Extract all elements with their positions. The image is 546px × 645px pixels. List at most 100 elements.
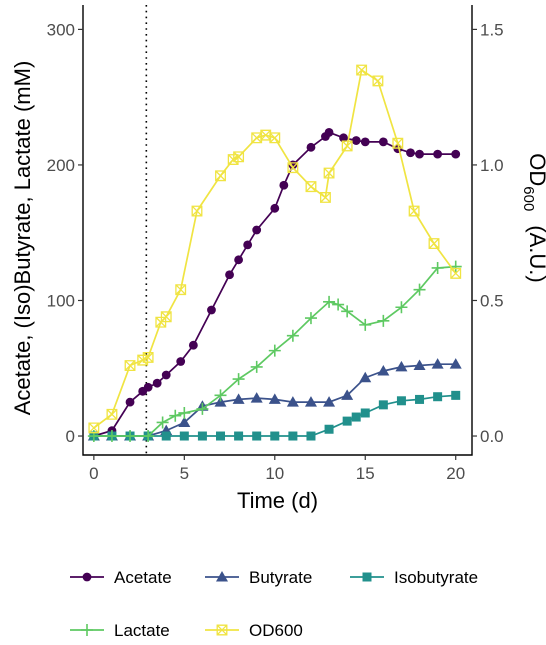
data-point-isobutyrate <box>451 390 461 400</box>
data-point-od600 <box>323 167 335 179</box>
x-axis-title: Time (d) <box>237 488 318 513</box>
data-point-od600 <box>356 64 368 76</box>
data-point-lactate <box>332 298 345 311</box>
y-left-tick-label: 200 <box>47 156 75 175</box>
legend-marker <box>216 624 228 636</box>
legend-item-lactate: Lactate <box>70 621 170 640</box>
data-point-od600 <box>251 132 263 144</box>
x-tick-label: 10 <box>265 464 284 483</box>
data-point-od600 <box>450 267 462 279</box>
legend-label: Isobutyrate <box>394 568 478 587</box>
data-point-acetate <box>451 149 461 159</box>
data-point-isobutyrate <box>270 431 280 441</box>
data-point-lactate <box>268 344 281 357</box>
data-point-lactate <box>359 318 372 331</box>
data-point-acetate <box>188 340 198 350</box>
x-tick-label: 0 <box>89 464 98 483</box>
data-point-lactate <box>214 389 227 402</box>
y-right-axis-title: OD600 (A.U.) <box>520 153 546 282</box>
data-point-acetate <box>161 370 171 380</box>
data-point-butyrate <box>323 396 336 407</box>
data-point-acetate <box>433 149 443 159</box>
data-point-acetate <box>360 137 370 147</box>
data-point-acetate <box>351 136 361 145</box>
data-point-butyrate <box>250 392 263 403</box>
data-point-isobutyrate <box>179 431 189 441</box>
data-point-od600 <box>392 137 404 149</box>
y-left-tick-label: 0 <box>66 427 75 446</box>
data-point-lactate <box>377 314 390 327</box>
data-point-od600 <box>233 151 245 163</box>
legend-marker <box>216 571 228 582</box>
data-point-od600 <box>372 75 384 87</box>
data-point-lactate <box>178 406 191 419</box>
y-left-tick-label: 100 <box>47 291 75 310</box>
data-point-butyrate <box>449 358 462 369</box>
data-point-acetate <box>252 225 262 235</box>
data-point-acetate <box>234 255 244 265</box>
data-point-acetate <box>270 203 280 213</box>
data-point-isobutyrate <box>306 431 316 441</box>
legend-marker <box>362 572 372 582</box>
data-point-lactate <box>413 283 426 296</box>
data-point-lactate <box>105 430 118 443</box>
data-point-acetate <box>243 240 253 250</box>
data-point-butyrate <box>359 371 372 383</box>
data-point-isobutyrate <box>351 412 361 422</box>
data-point-lactate <box>304 312 317 325</box>
data-point-acetate <box>143 382 153 392</box>
data-point-od600 <box>269 132 281 144</box>
data-point-od600 <box>191 205 203 217</box>
series-lactate <box>87 260 462 443</box>
data-point-od600 <box>260 129 272 141</box>
data-point-butyrate <box>413 359 426 371</box>
legend-item-acetate: Acetate <box>70 568 172 587</box>
data-point-isobutyrate <box>415 394 425 404</box>
data-point-od600 <box>319 192 331 203</box>
data-point-lactate <box>232 373 245 386</box>
y-left-axis-title: Acetate, (Iso)Butyrate, Lactate (mM) <box>10 61 35 416</box>
data-point-isobutyrate <box>433 392 443 402</box>
data-point-butyrate <box>286 396 299 407</box>
data-point-isobutyrate <box>234 431 244 441</box>
legend-label: Butyrate <box>249 568 312 587</box>
data-point-isobutyrate <box>252 431 262 441</box>
y-right-title-unit: (A.U.) <box>525 225 546 282</box>
series-od600 <box>88 64 462 434</box>
data-point-acetate <box>324 128 334 137</box>
axis-frame <box>82 5 473 456</box>
x-tick-label: 15 <box>356 464 375 483</box>
legend-item-od600: OD600 <box>205 621 303 640</box>
data-point-od600 <box>428 238 440 250</box>
data-point-od600 <box>408 205 420 217</box>
data-point-butyrate <box>377 364 390 376</box>
data-point-acetate <box>415 149 424 159</box>
legend-label: OD600 <box>249 621 303 640</box>
data-point-acetate <box>207 305 216 315</box>
series-line-isobutyrate <box>93 394 456 437</box>
legend-marker <box>82 572 92 582</box>
data-point-acetate <box>125 397 135 407</box>
data-point-od600 <box>88 422 100 434</box>
data-point-butyrate <box>214 396 227 407</box>
data-point-lactate <box>341 305 354 318</box>
series-line-od600 <box>93 68 457 429</box>
data-point-lactate <box>196 402 209 415</box>
y-right-title-subscript: 600 <box>520 186 537 211</box>
data-point-acetate <box>279 180 289 190</box>
legend: Acetate Butyrate Isobutyrate Lactate OD600 <box>70 568 478 640</box>
y-right-tick-label: 1.5 <box>480 20 504 39</box>
legend-marker <box>81 624 93 636</box>
data-point-lactate <box>124 430 137 443</box>
data-point-isobutyrate <box>396 396 406 406</box>
data-point-lactate <box>286 329 299 342</box>
data-point-od600 <box>124 360 136 371</box>
x-tick-label: 20 <box>446 464 465 483</box>
data-point-acetate <box>406 148 415 158</box>
data-point-butyrate <box>431 358 444 369</box>
legend-item-isobutyrate: Isobutyrate <box>350 568 478 587</box>
y-right-title-main: OD <box>525 153 546 186</box>
data-point-lactate <box>169 409 182 422</box>
data-point-isobutyrate <box>324 424 334 434</box>
